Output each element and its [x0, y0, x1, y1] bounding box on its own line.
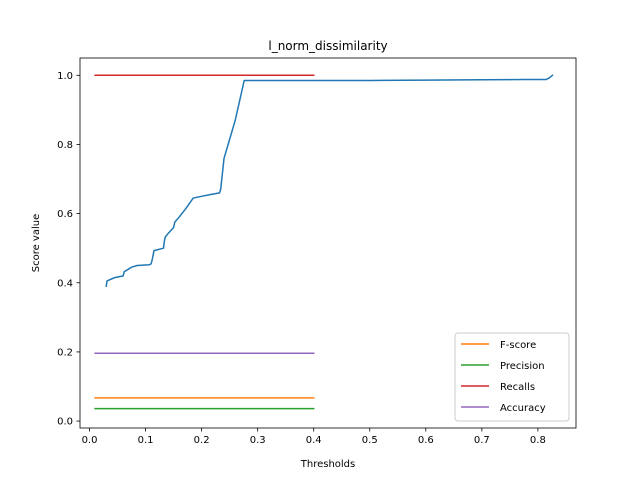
x-tick-label: 0.6 [418, 435, 434, 446]
y-tick-label: 1.0 [57, 71, 73, 82]
x-tick-label: 0.5 [362, 435, 378, 446]
series-line-score [105, 74, 554, 288]
legend-label: Recalls [500, 382, 535, 393]
y-axis-label: Score value [31, 214, 42, 273]
y-tick-label: 0.4 [57, 278, 73, 289]
x-tick-label: 0.8 [530, 435, 546, 446]
y-tick-label: 0.2 [57, 347, 73, 358]
plot-lines [94, 74, 554, 410]
chart-title: l_norm_dissimilarity [268, 39, 387, 53]
y-axis-ticks: 0.0 0.2 0.4 0.6 0.8 1.0 [57, 71, 80, 428]
x-tick-label: 0.2 [194, 435, 210, 446]
legend-label: Accuracy [500, 403, 546, 414]
x-tick-label: 0.0 [82, 435, 98, 446]
legend-label: F-score [500, 340, 536, 351]
plot-frame [79, 57, 577, 429]
x-tick-label: 0.7 [474, 435, 490, 446]
legend: F-score Precision Recalls Accuracy [454, 332, 570, 422]
y-tick-label: 0.8 [57, 140, 73, 151]
x-tick-label: 0.3 [250, 435, 266, 446]
x-axis-label: Thresholds [300, 459, 356, 470]
y-tick-label: 0.6 [57, 209, 73, 220]
x-tick-label: 0.1 [138, 435, 154, 446]
x-axis-ticks: 0.0 0.1 0.2 0.3 0.4 0.5 0.6 0.7 0.8 [82, 428, 546, 446]
x-tick-label: 0.4 [306, 435, 322, 446]
legend-label: Precision [500, 361, 545, 372]
legend-box [454, 332, 570, 422]
y-tick-label: 0.0 [57, 417, 73, 428]
